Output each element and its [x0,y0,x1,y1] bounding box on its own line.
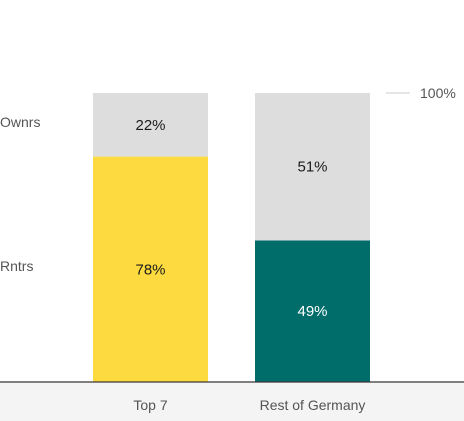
category-label-top-7: Top 7 [133,397,167,413]
value-labels-layer: 78% 22% 49% 51% [135,117,327,320]
bar-segment-rest-of-germany-rntrs [255,240,370,382]
value-label-rest-of-germany-rntrs: 49% [297,303,327,320]
bar-segment-top-7-rntrs [93,156,208,382]
value-label-rest-of-germany-ownrs: 51% [297,159,327,176]
category-label-rest-of-germany: Rest of Germany [260,397,366,413]
row-label-ownrs: Ownrs [0,114,40,130]
bars-layer [93,93,370,382]
footer-band [0,383,464,421]
value-label-top-7-ownrs: 22% [135,117,165,134]
value-label-top-7-rntrs: 78% [135,261,165,278]
bar-segment-rest-of-germany-ownrs [255,93,370,241]
bar-segment-top-7-ownrs [93,93,208,157]
row-label-rntrs: Rntrs [0,258,33,274]
reference-label-100: 100% [420,85,456,101]
